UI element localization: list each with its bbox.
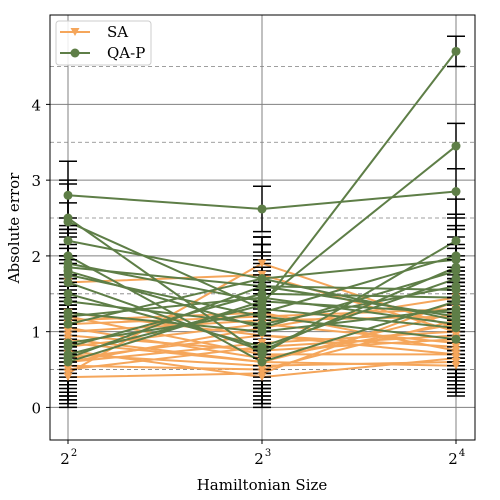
data-point-qa-p: [257, 204, 267, 214]
legend-marker-qa-p: [70, 48, 80, 58]
data-point-qa-p: [257, 327, 267, 337]
data-point-qa-p: [63, 236, 73, 246]
data-point-sa: [63, 331, 73, 340]
data-point-qa-p: [451, 236, 461, 246]
data-point-qa-p: [257, 293, 267, 303]
x-tick-label: 2: [254, 450, 264, 468]
data-point-qa-p: [63, 262, 73, 272]
data-point-qa-p: [257, 308, 267, 318]
data-point-sa: [257, 373, 267, 382]
legend-label-sa: SA: [107, 23, 128, 41]
data-point-sa: [257, 259, 267, 268]
legend: SA QA-P: [55, 20, 152, 66]
data-point-qa-p: [451, 319, 461, 329]
data-point-sa: [451, 342, 461, 351]
data-point-qa-p: [63, 217, 73, 227]
y-axis-ticks: 0 1 2 3 4: [31, 96, 50, 417]
y-tick-label: 1: [31, 324, 41, 342]
data-point-qa-p: [63, 270, 73, 280]
legend-label-qa-p: QA-P: [107, 44, 145, 62]
data-point-sa: [451, 361, 461, 370]
data-point-qa-p: [63, 190, 73, 200]
data-point-qa-p: [63, 338, 73, 348]
data-point-qa-p: [451, 281, 461, 291]
data-point-qa-p: [451, 274, 461, 284]
y-tick-label: 2: [31, 248, 41, 266]
data-point-qa-p: [451, 251, 461, 261]
data-point-qa-p: [451, 262, 461, 272]
data-point-qa-p: [257, 274, 267, 284]
data-point-qa-p: [451, 304, 461, 314]
data-point-qa-p: [451, 141, 461, 151]
data-point-sa: [63, 373, 73, 382]
legend-marker-sa: [70, 28, 80, 36]
x-tick-label: 2: [60, 450, 70, 468]
x-tick-label: 2: [448, 450, 458, 468]
data-point-qa-p: [451, 296, 461, 306]
data-point-qa-p: [63, 353, 73, 363]
data-point-sa: [451, 350, 461, 359]
data-point-qa-p: [63, 251, 73, 261]
data-point-qa-p: [257, 346, 267, 356]
y-tick-label: 4: [31, 96, 41, 114]
x-axis-label: Hamiltonian Size: [197, 476, 328, 494]
data-point-qa-p: [257, 319, 267, 329]
x-tick-exponent: 4: [459, 448, 465, 459]
x-tick-exponent: 2: [71, 448, 77, 459]
data-point-qa-p: [63, 319, 73, 329]
data-point-qa-p: [63, 296, 73, 306]
marker-layer: [63, 46, 461, 382]
y-tick-label: 3: [31, 172, 41, 190]
x-tick-exponent: 3: [265, 448, 271, 459]
data-point-qa-p: [257, 357, 267, 367]
data-point-qa-p: [451, 46, 461, 56]
data-point-qa-p: [451, 334, 461, 344]
data-point-qa-p: [451, 312, 461, 322]
data-point-qa-p: [451, 187, 461, 197]
y-axis-label: Absolute error: [5, 172, 23, 285]
data-point-qa-p: [63, 312, 73, 322]
data-point-qa-p: [63, 277, 73, 287]
y-tick-label: 0: [31, 399, 41, 417]
data-point-qa-p: [63, 289, 73, 299]
data-point-qa-p: [257, 281, 267, 291]
